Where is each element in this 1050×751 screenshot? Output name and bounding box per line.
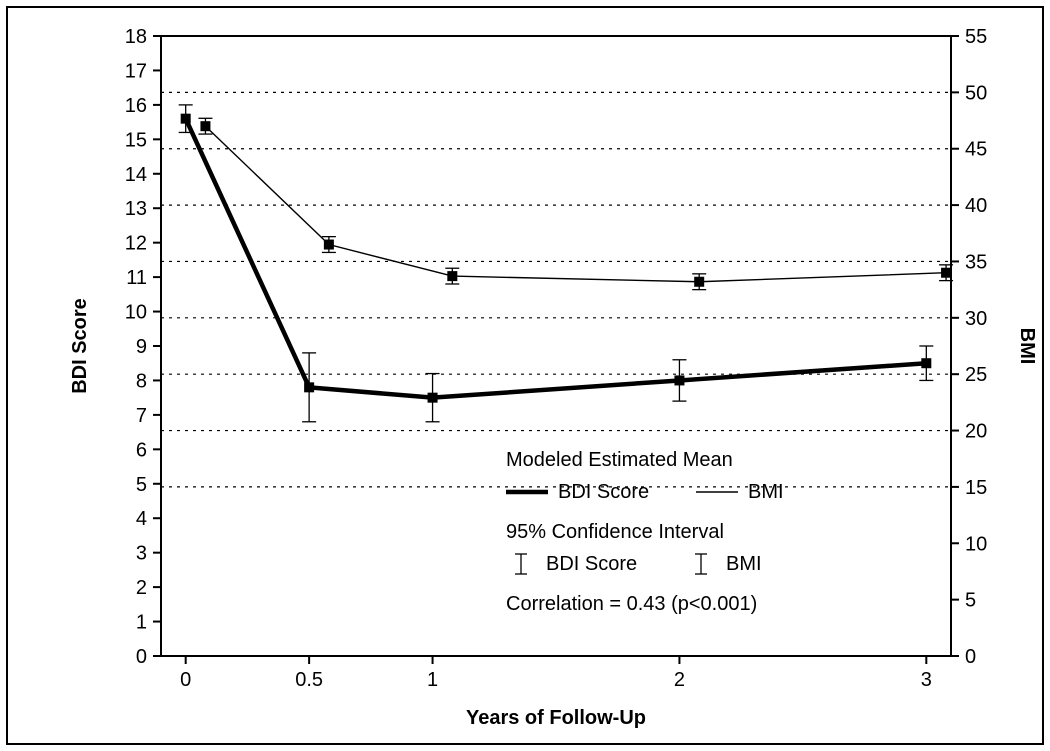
y-left-tick-label: 1 [136,612,147,634]
y-left-tick-label: 4 [136,508,147,530]
legend-title-2: 95% Confidence Interval [506,521,724,543]
y-right-tick-label: 30 [965,308,987,330]
y-left-tick-label: 8 [136,370,147,392]
series-marker [941,268,951,278]
y-right-tick-label: 0 [965,646,976,668]
series-line [186,119,927,398]
series-marker [674,375,684,385]
y-left-tick-label: 17 [125,60,147,82]
x-tick-label: 2 [674,669,685,691]
x-tick-label: 0.5 [295,669,323,691]
y-left-tick-label: 14 [125,164,147,186]
legend-title-1: Modeled Estimated Mean [506,449,733,471]
y-left-tick-label: 6 [136,439,147,461]
y-left-tick-label: 13 [125,198,147,220]
y-left-tick-label: 16 [125,95,147,117]
y-right-tick-label: 45 [965,139,987,161]
y-right-tick-label: 5 [965,590,976,612]
series-marker [200,121,210,131]
series-marker [447,271,457,281]
series-marker [324,240,334,250]
series-marker [428,393,438,403]
y-left-tick-label: 5 [136,474,147,496]
y-right-axis-label: BMI [1016,328,1038,365]
y-left-tick-label: 3 [136,543,147,565]
y-right-tick-label: 10 [965,533,987,555]
series-marker [304,382,314,392]
x-axis-label: Years of Follow-Up [466,707,646,729]
y-left-tick-label: 7 [136,405,147,427]
y-left-tick-label: 18 [125,26,147,48]
y-right-tick-label: 25 [965,364,987,386]
legend-bmi-label: BMI [748,481,784,503]
chart-svg: 00.5123Years of Follow-Up012345678910111… [6,6,1044,745]
series-marker [181,114,191,124]
y-right-tick-label: 15 [965,477,987,499]
y-left-tick-label: 2 [136,577,147,599]
y-left-tick-label: 15 [125,129,147,151]
y-left-axis-label: BDI Score [69,298,91,394]
y-left-tick-label: 11 [126,267,147,289]
y-left-tick-label: 0 [136,646,147,668]
y-right-tick-label: 55 [965,26,987,48]
series-marker [921,358,931,368]
y-right-tick-label: 40 [965,195,987,217]
x-tick-label: 3 [921,669,932,691]
x-tick-label: 1 [427,669,438,691]
legend-correlation: Correlation = 0.43 (p<0.001) [506,593,757,615]
y-left-tick-label: 9 [136,336,147,358]
legend-ci-bdi-label: BDI Score [546,553,637,575]
legend-ci-bmi-label: BMI [726,553,762,575]
y-left-tick-label: 10 [125,302,147,324]
x-tick-label: 0 [180,669,191,691]
legend-bdi-label: BDI Score [558,481,649,503]
y-right-tick-label: 35 [965,251,987,273]
y-right-tick-label: 50 [965,82,987,104]
y-left-tick-label: 12 [125,233,147,255]
y-right-tick-label: 20 [965,421,987,443]
series-line [205,126,946,282]
series-marker [694,277,704,287]
